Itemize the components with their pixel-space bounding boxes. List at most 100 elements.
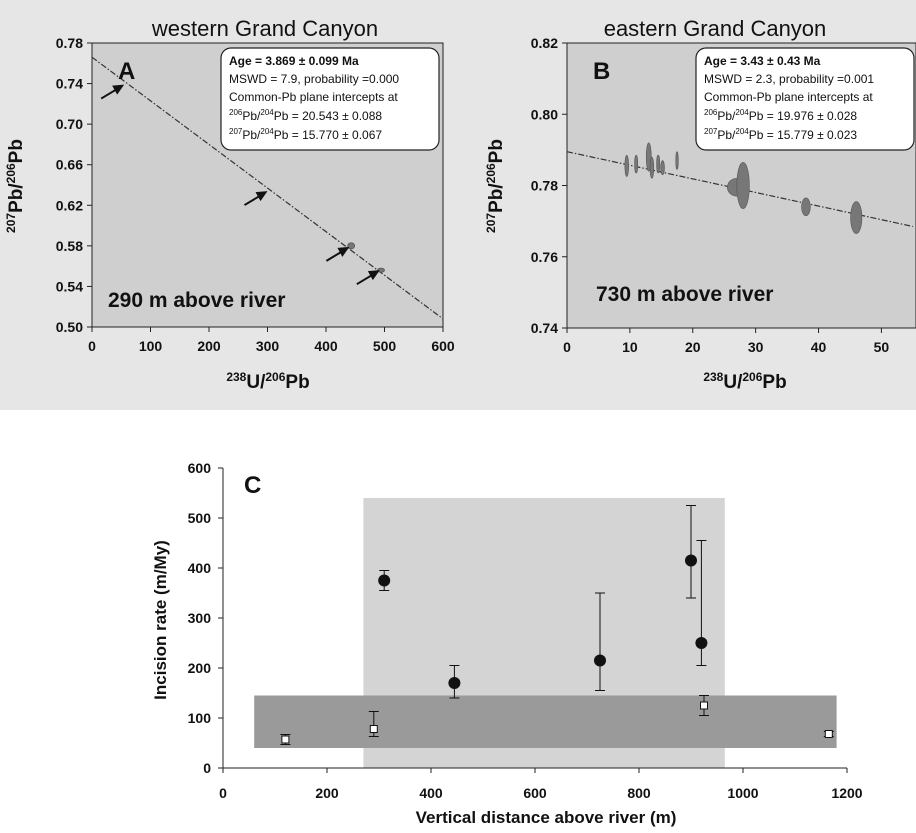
panel-c-open-marker	[281, 735, 290, 744]
panel-a-arrow-head	[112, 84, 125, 95]
panel-c-y-tick-label: 0	[203, 760, 211, 776]
panel-b-x-tick-label: 20	[685, 339, 701, 355]
panel-b-stats-frame	[695, 47, 915, 151]
panel-a-y-axis-label: 207Pb/206Pb	[4, 139, 27, 233]
panel-a-x-tick-label: 200	[197, 338, 221, 354]
panel-c-y-tick-label: 500	[188, 510, 212, 526]
panel-c-filled-marker	[695, 637, 708, 649]
panel-c-y-tick-label: 100	[188, 710, 212, 726]
panel-a-fit-line	[91, 56, 444, 320]
panel-c-shaded-region	[254, 695, 837, 748]
panel-b-y-tick-label: 0.76	[531, 249, 558, 265]
panel-a-y-tick-label: 0.58	[56, 238, 83, 254]
panel-b-x-tick-label: 10	[622, 339, 638, 355]
panel-c-y-tick-label: 400	[188, 560, 212, 576]
panel-a-arrow-head	[255, 191, 268, 202]
panel-c-x-axis-label: Vertical distance above river (m)	[416, 808, 677, 827]
panel-b: eastern Grand Canyon 0 10 20 30 40 50 0.74 0.76…	[458, 0, 916, 410]
panel-c-open-marker	[824, 730, 833, 738]
panel-b-data-ellipse	[624, 154, 629, 177]
panel-a-y-tick-label: 0.50	[56, 319, 83, 335]
panel-c-x-tick-label: 800	[627, 785, 651, 801]
panel-b-data-ellipse	[801, 197, 811, 217]
panel-b-ratio-207: 207Pb/204Pb = 15.779 ± 0.023	[704, 127, 857, 142]
panel-b-y-tick-label: 0.78	[531, 178, 558, 194]
panel-b-data-ellipse	[660, 160, 665, 176]
panel-a-arrow-head	[337, 246, 350, 257]
panel-a-x-axis-label: 238U/206Pb	[226, 370, 309, 393]
panel-c-x-tick-label: 1000	[727, 785, 758, 801]
panel-a-y-tick-label: 0.78	[56, 35, 83, 51]
panel-c-x-tick-label: 400	[419, 785, 443, 801]
panel-b-x-tick-label: 50	[874, 339, 890, 355]
panel-c-x-tick-label: 0	[219, 785, 227, 801]
panel-b-data-ellipse	[634, 154, 639, 174]
panel-b-y-axis-label: 207Pb/206Pb	[484, 139, 507, 233]
panel-b-data-ellipse	[675, 151, 679, 170]
panel-c-marks: 0 200 400 600 800 1000 1200 0 100 200 300 400 500 600	[188, 460, 863, 801]
panel-a-y-tick-label: 0.70	[56, 116, 83, 132]
panel-a-y-tick-label: 0.74	[56, 76, 83, 92]
panel-a-y-tick-label: 0.62	[56, 197, 83, 213]
panel-b-y-tick-label: 0.80	[531, 106, 558, 122]
panel-b-age: Age = 3.43 ± 0.43 Ma	[704, 54, 821, 68]
panel-b-x-tick-label: 30	[748, 339, 764, 355]
panel-a-marks: 0 100 200 300 400 500 600 0.50 0.54 0.58 0.62 0.66 0…	[56, 35, 455, 354]
panel-c-y-tick-label: 300	[188, 610, 212, 626]
panel-c-x-tick-label: 600	[523, 785, 547, 801]
panel-a-intercepts: Common-Pb plane intercepts at	[229, 90, 398, 104]
panel-b-title: eastern Grand Canyon	[604, 16, 827, 41]
panel-a-y-tick-label: 0.66	[56, 157, 83, 173]
panel-c-filled-marker	[378, 574, 391, 587]
panel-a-ratio-207: 207Pb/204Pb = 15.770 ± 0.067	[229, 127, 382, 142]
panel-c-x-tick-label: 1200	[831, 785, 862, 801]
panel-a-ratio-206: 206Pb/204Pb = 20.543 ± 0.088	[229, 108, 382, 123]
panel-c-filled-marker	[448, 677, 461, 689]
panel-b-y-tick-label: 0.74	[531, 320, 558, 336]
panel-a-x-tick-label: 400	[314, 338, 338, 354]
panel-a-stats-frame	[220, 47, 440, 151]
panel-a-annotation: 290 m above river	[108, 289, 285, 312]
panel-b-data-ellipse	[736, 162, 750, 209]
panel-a-age: Age = 3.869 ± 0.099 Ma	[229, 54, 359, 68]
panel-b-data-ellipse	[850, 201, 863, 234]
panel-b-intercepts: Common-Pb plane intercepts at	[704, 90, 873, 104]
panel-b-marks: 0 10 20 30 40 50 0.74 0.76 0.78 0.80 0.82	[531, 35, 913, 355]
panel-a-x-tick-label: 100	[139, 338, 163, 354]
panel-b-ratio-206: 206Pb/204Pb = 19.976 ± 0.028	[704, 108, 857, 123]
panel-c-y-tick-label: 600	[188, 460, 212, 476]
panel-c-y-axis-label: Incision rate (m/My)	[151, 540, 170, 700]
panel-b-mswd: MSWD = 2.3, probability =0.001	[704, 72, 874, 86]
panel-b-x-tick-label: 0	[563, 339, 571, 355]
panel-b-x-axis-label: 238U/206Pb	[703, 370, 786, 393]
panel-c-open-marker	[700, 701, 708, 710]
panel-c: 0 200 400 600 800 1000 1200 0 100 200 300 400 500 600…	[151, 460, 863, 827]
panel-b-data-ellipse	[649, 156, 655, 179]
panel-c-filled-marker	[594, 654, 606, 667]
panel-a-x-tick-label: 300	[256, 338, 280, 354]
panel-c-filled-marker	[685, 554, 697, 567]
panel-b-x-tick-label: 40	[811, 339, 827, 355]
panel-b-y-tick-label: 0.82	[531, 35, 558, 51]
panel-a-stats-box: Age = 3.869 ± 0.099 Ma MSWD = 7.9, proba…	[220, 47, 440, 151]
panel-a-arrow-head	[367, 270, 380, 281]
panel-a-data-ellipse	[377, 267, 385, 273]
panel-a-letter: A	[118, 58, 135, 85]
panel-a: western Grand Canyon 0 100 200 300 400 500 600…	[0, 0, 458, 410]
panel-a-mswd: MSWD = 7.9, probability =0.000	[229, 72, 399, 86]
panel-b-data-ellipse	[656, 154, 661, 174]
panel-a-title: western Grand Canyon	[151, 16, 378, 41]
panel-a-x-tick-label: 500	[373, 338, 397, 354]
panel-c-x-tick-label: 200	[315, 785, 339, 801]
panel-b-annotation: 730 m above river	[596, 283, 773, 306]
panel-c-open-marker	[369, 725, 378, 733]
panel-b-stats-box: Age = 3.43 ± 0.43 Ma MSWD = 2.3, probabi…	[695, 47, 915, 151]
panel-a-x-tick-label: 0	[88, 338, 96, 354]
panel-c-letter: C	[244, 472, 261, 499]
panel-a-x-tick-label: 600	[431, 338, 455, 354]
panel-c-y-tick-label: 200	[188, 660, 212, 676]
panel-b-letter: B	[593, 58, 610, 85]
panel-a-data-ellipse	[347, 242, 356, 250]
panel-a-y-tick-label: 0.54	[56, 278, 83, 294]
